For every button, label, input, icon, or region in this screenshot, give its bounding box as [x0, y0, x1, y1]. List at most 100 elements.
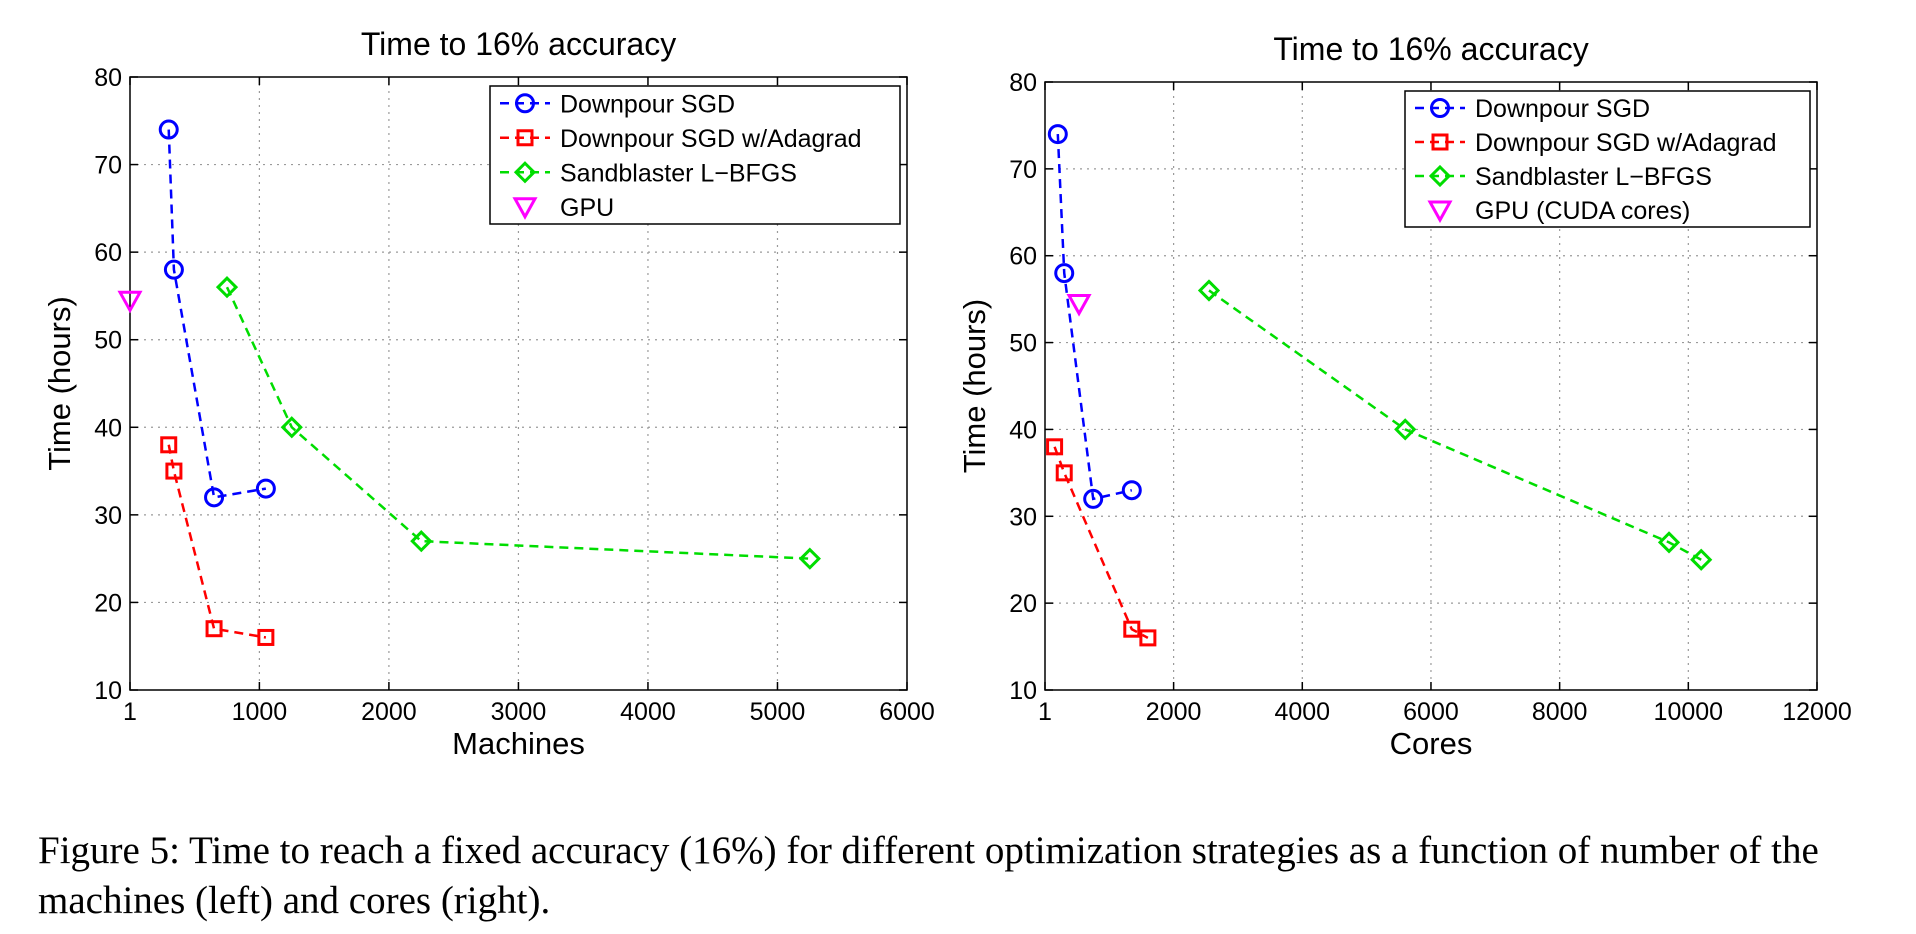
data-point	[798, 547, 821, 570]
legend-marker	[1427, 200, 1453, 224]
x-tick-label: 5000	[750, 698, 806, 726]
data-point	[1046, 438, 1064, 456]
data-point	[255, 478, 276, 499]
legend-label: GPU (CUDA cores)	[1475, 197, 1690, 225]
legend-label: Downpour SGD	[560, 90, 735, 118]
data-point	[215, 276, 239, 299]
legend-label: Downpour SGD w/Adagrad	[560, 125, 862, 153]
chart-cores: 1 2000 4000 6000 8000 10000 120001020304050607…	[957, 31, 1852, 761]
chart-machines: 1 1000 2000 3000 4000 5000 6000 10 20 30 40 50 60 70 8…	[42, 26, 935, 761]
y-tick-label: 30	[1009, 503, 1037, 531]
data-point	[1197, 279, 1221, 302]
x-tick-label: 4000	[620, 698, 676, 726]
data-point	[1121, 480, 1142, 501]
legend-box	[1404, 90, 1811, 228]
x-tick-label: 1	[1038, 698, 1052, 726]
series-downpour-sgd-w-adagrad	[1046, 438, 1157, 647]
legend-marker	[1428, 164, 1452, 188]
chart-title: Time to 16% accuracy	[361, 26, 676, 62]
series-gpu-cuda-cores	[1066, 293, 1092, 317]
series-gpu	[117, 290, 143, 314]
legend-label: Downpour SGD w/Adagrad	[1475, 129, 1777, 157]
legend-label: Sandblaster L−BFGS	[560, 159, 797, 187]
x-tick-label: 12000	[1782, 698, 1852, 726]
legend-marker	[1430, 98, 1450, 118]
data-point	[1139, 629, 1157, 647]
y-axis-label: Time (hours)	[957, 299, 992, 474]
data-point	[1690, 548, 1713, 571]
legend-label: GPU	[560, 194, 614, 222]
y-tick-label: 60	[94, 239, 122, 267]
x-tick-label: 2000	[361, 698, 417, 726]
series-line	[1053, 446, 1149, 639]
data-point	[1657, 531, 1681, 554]
series-downpour-sgd	[1047, 124, 1142, 509]
data-point	[117, 290, 143, 314]
legend-marker	[515, 93, 535, 114]
data-point	[1047, 124, 1068, 145]
x-axis-label: Cores	[1390, 726, 1473, 761]
legend-marker	[513, 161, 537, 184]
legend: Downpour SGD Downpour SGD w/Adagrad Sandbl…	[1404, 90, 1811, 228]
data-point	[1083, 488, 1104, 509]
y-tick-label: 60	[1009, 243, 1037, 271]
series-sandblaster-l-bfgs	[215, 276, 821, 570]
legend-marker	[516, 129, 534, 147]
x-tick-label: 1000	[232, 698, 288, 726]
series-downpour-sgd-w-adagrad	[160, 436, 275, 646]
y-tick-label: 50	[94, 327, 122, 355]
series-downpour-sgd	[158, 119, 276, 508]
y-tick-label: 70	[1009, 156, 1037, 184]
figure-charts: 1 1000 2000 3000 4000 5000 6000 10 20 30 40 50 60 70 8…	[42, 26, 1852, 761]
chart-title: Time to 16% accuracy	[1273, 31, 1588, 67]
x-tick-label: 1	[123, 698, 137, 726]
data-point	[165, 462, 183, 480]
legend-marker	[1431, 133, 1449, 151]
data-point	[1394, 418, 1417, 441]
x-tick-label: 6000	[1403, 698, 1459, 726]
y-tick-label: 30	[94, 502, 122, 530]
data-point	[204, 487, 225, 508]
legend-marker	[512, 197, 538, 220]
data-point	[1054, 263, 1075, 284]
x-tick-label: 2000	[1146, 698, 1202, 726]
data-point	[280, 416, 303, 439]
y-tick-label: 10	[94, 677, 122, 705]
x-tick-label: 3000	[491, 698, 547, 726]
series-line	[167, 129, 267, 499]
series-line	[225, 286, 810, 560]
series-sandblaster-l-bfgs	[1197, 279, 1713, 571]
data-point	[163, 259, 184, 280]
series-line	[1056, 134, 1133, 501]
data-point	[1066, 293, 1092, 317]
figure-caption: Figure 5: Time to reach a fixed accuracy…	[38, 829, 1819, 922]
series-line	[167, 444, 267, 639]
y-tick-label: 80	[94, 64, 122, 92]
legend-label: Sandblaster L−BFGS	[1475, 163, 1712, 191]
x-tick-label: 6000	[879, 698, 935, 726]
y-tick-label: 80	[1009, 69, 1037, 97]
y-tick-label: 40	[94, 414, 122, 442]
y-tick-label: 20	[1009, 590, 1037, 618]
y-tick-label: 20	[94, 589, 122, 617]
data-point	[257, 628, 275, 646]
legend-box	[489, 85, 901, 225]
data-point	[160, 436, 178, 454]
legend: Downpour SGD Downpour SGD w/Adagrad Sandbl…	[489, 85, 901, 225]
x-tick-label: 10000	[1654, 698, 1724, 726]
x-tick-label: 4000	[1274, 698, 1330, 726]
data-point	[410, 530, 433, 553]
x-tick-label: 8000	[1532, 698, 1588, 726]
data-point	[1055, 464, 1073, 482]
data-point	[158, 119, 179, 140]
y-axis-label: Time (hours)	[42, 296, 77, 471]
series-line	[1208, 289, 1702, 561]
y-tick-label: 70	[94, 152, 122, 180]
legend-label: Downpour SGD	[1475, 95, 1650, 123]
y-tick-label: 10	[1009, 677, 1037, 705]
y-tick-label: 40	[1009, 416, 1037, 444]
y-tick-label: 50	[1009, 330, 1037, 358]
data-point	[1123, 620, 1141, 638]
data-point	[205, 620, 223, 638]
x-axis-label: Machines	[452, 726, 585, 761]
